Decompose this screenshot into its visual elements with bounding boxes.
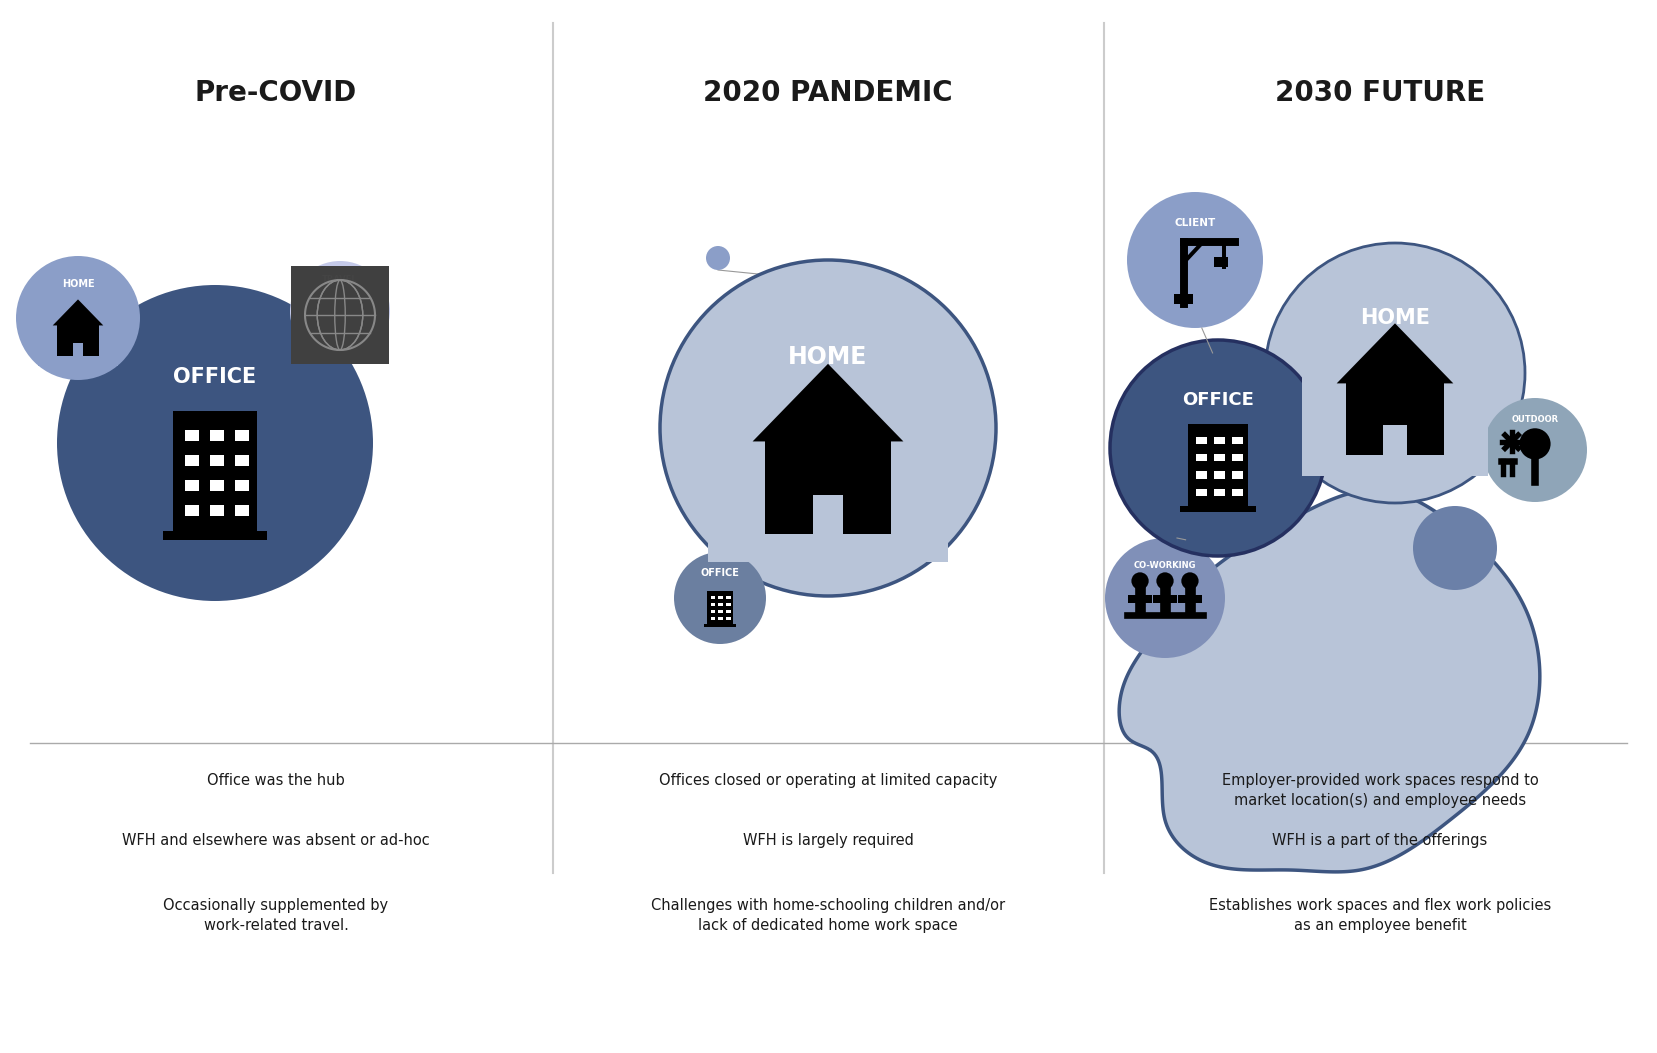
Text: Offices closed or operating at limited capacity: Offices closed or operating at limited c… — [659, 773, 998, 788]
Bar — [726, 603, 731, 607]
Bar — [1215, 437, 1225, 444]
Bar — [1215, 257, 1228, 266]
Bar — [704, 624, 736, 627]
Bar — [38, 285, 118, 365]
Circle shape — [1110, 340, 1326, 556]
Bar — [1302, 291, 1488, 476]
Bar — [235, 505, 249, 516]
Polygon shape — [1118, 490, 1539, 872]
Text: WFH and elsewhere was absent or ad-hoc: WFH and elsewhere was absent or ad-hoc — [123, 833, 429, 848]
Bar — [186, 480, 199, 491]
Bar — [711, 596, 716, 599]
Text: CO-WORKING: CO-WORKING — [1133, 560, 1196, 570]
Circle shape — [1519, 429, 1551, 459]
Bar — [73, 343, 83, 356]
Polygon shape — [752, 364, 903, 441]
Bar — [235, 455, 249, 465]
Text: HOME: HOME — [1360, 309, 1430, 329]
Text: Establishes work spaces and flex work policies
as an employee benefit: Establishes work spaces and flex work po… — [1210, 898, 1551, 933]
Bar — [719, 617, 722, 620]
Bar — [726, 596, 731, 599]
Text: Employer-provided work spaces respond to
market location(s) and employee needs: Employer-provided work spaces respond to… — [1221, 773, 1538, 808]
Bar — [719, 603, 722, 607]
Text: WFH is a part of the offerings: WFH is a part of the offerings — [1273, 833, 1488, 848]
Bar — [726, 611, 731, 613]
Circle shape — [1127, 192, 1263, 327]
Bar — [186, 505, 199, 516]
Bar — [1384, 424, 1407, 455]
Circle shape — [674, 552, 766, 644]
Bar — [210, 505, 224, 516]
Polygon shape — [53, 299, 103, 325]
Circle shape — [706, 246, 731, 270]
Bar — [1347, 383, 1443, 455]
Text: Occasionally supplemented by
work-related travel.: Occasionally supplemented by work-relate… — [164, 898, 388, 933]
Circle shape — [1105, 538, 1225, 658]
Bar — [814, 495, 843, 534]
Bar — [711, 611, 716, 613]
Text: Office was the hub: Office was the hub — [207, 773, 345, 788]
Text: 2030 FUTURE: 2030 FUTURE — [1274, 79, 1485, 107]
Text: TRAVEL: TRAVEL — [321, 276, 358, 284]
Bar — [1155, 389, 1281, 520]
Bar — [1233, 472, 1243, 479]
Text: Pre-COVID: Pre-COVID — [196, 79, 358, 107]
Bar — [1215, 454, 1225, 461]
Bar — [162, 531, 267, 540]
Circle shape — [56, 285, 373, 601]
Bar — [235, 480, 249, 491]
Bar — [128, 360, 302, 551]
Bar — [174, 411, 257, 531]
Bar — [1175, 294, 1193, 303]
Bar — [1188, 423, 1248, 505]
Bar — [1233, 454, 1243, 461]
Text: HOME: HOME — [789, 345, 868, 370]
Circle shape — [1483, 398, 1587, 502]
Text: OUTDOOR: OUTDOOR — [1511, 415, 1559, 424]
Bar — [1196, 454, 1206, 461]
Text: OFFICE: OFFICE — [701, 568, 739, 578]
Circle shape — [1157, 573, 1173, 590]
Circle shape — [1264, 243, 1524, 503]
Bar — [1196, 489, 1206, 496]
Bar — [1233, 489, 1243, 496]
Circle shape — [17, 256, 139, 380]
Bar — [56, 325, 99, 356]
Bar — [711, 603, 716, 607]
Text: WFH is largely required: WFH is largely required — [742, 833, 913, 848]
Bar — [1233, 437, 1243, 444]
Bar — [708, 321, 948, 561]
Bar — [719, 596, 722, 599]
Bar — [235, 430, 249, 440]
Polygon shape — [1337, 323, 1453, 383]
Circle shape — [1132, 573, 1148, 590]
Bar — [210, 430, 224, 440]
Circle shape — [659, 260, 996, 596]
Text: Challenges with home-schooling children and/or
lack of dedicated home work space: Challenges with home-schooling children … — [651, 898, 1006, 933]
Text: CLIENT: CLIENT — [1175, 218, 1216, 227]
Bar — [708, 591, 732, 624]
Text: OFFICE: OFFICE — [1181, 392, 1254, 410]
Bar — [186, 430, 199, 440]
Circle shape — [1181, 573, 1198, 590]
Circle shape — [1413, 506, 1496, 590]
Bar — [210, 455, 224, 465]
Text: HOME: HOME — [61, 279, 94, 289]
Bar — [186, 455, 199, 465]
Bar — [210, 480, 224, 491]
Bar — [1196, 437, 1206, 444]
Text: OFFICE: OFFICE — [174, 366, 257, 386]
Bar — [726, 617, 731, 620]
Bar — [1215, 472, 1225, 479]
Bar — [1180, 505, 1256, 512]
Text: 2020 PANDEMIC: 2020 PANDEMIC — [703, 79, 953, 107]
Bar — [1196, 472, 1206, 479]
Circle shape — [290, 261, 389, 361]
Bar — [693, 577, 747, 631]
Bar — [766, 441, 891, 534]
Bar — [1215, 489, 1225, 496]
Bar — [292, 266, 389, 364]
Bar — [711, 617, 716, 620]
Bar — [719, 611, 722, 613]
